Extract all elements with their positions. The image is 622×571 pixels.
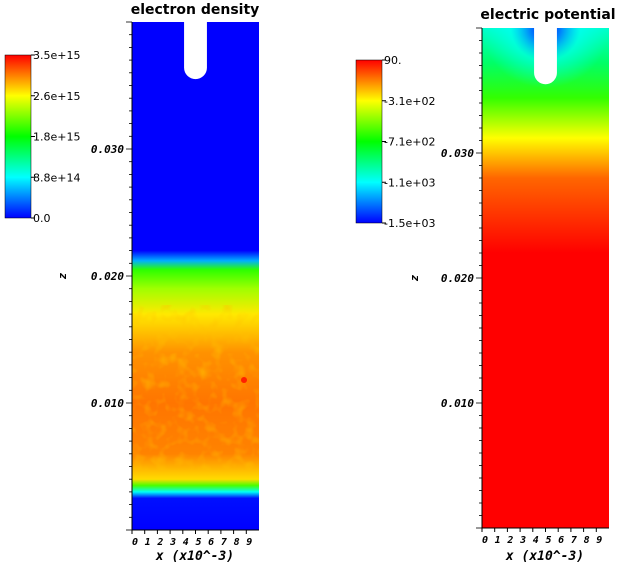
density-z-label: z xyxy=(56,272,69,279)
density-x-tick-label: 2 xyxy=(156,537,163,548)
potential-x-tick-label: 3 xyxy=(519,535,526,546)
density-colorbar-tick-label: 2.6e+15 xyxy=(33,90,80,103)
potential-x-label: x (x10^-3) xyxy=(505,549,584,564)
density-plot-area: 0 1 2 3 4 5 6 7 8 9 0.030 0.020 0.010 xyxy=(91,21,259,548)
potential-electrode xyxy=(534,28,557,85)
potential-z-tick-label: 0.030 xyxy=(441,147,474,160)
potential-x-tick-label: 5 xyxy=(545,535,551,546)
potential-x-tick-label: 4 xyxy=(533,535,539,546)
potential-colorbar-tick-label: -1.1e+03 xyxy=(384,176,435,189)
density-x-tick-label: 5 xyxy=(195,537,201,548)
density-x-tick-label: 1 xyxy=(145,537,151,548)
density-x-tick-label: 7 xyxy=(221,537,227,548)
potential-x-tick-label: 2 xyxy=(506,535,513,546)
density-electrode xyxy=(184,22,207,80)
density-colorbar-tick-label: 8.8e+14 xyxy=(33,171,80,184)
potential-z-tick-label: 0.020 xyxy=(441,272,474,285)
density-colorbar-bar xyxy=(4,54,32,219)
potential-x-tick-label: 0 xyxy=(482,535,488,546)
potential-x-tick-label: 6 xyxy=(558,535,564,546)
potential-panel: electric potential 90. -3.1e+02 -7.1e+02 -1… xyxy=(355,7,616,564)
potential-x-tick-label: 8 xyxy=(584,535,590,546)
density-x-label: x (x10^-3) xyxy=(155,549,234,564)
potential-plot-area: 0 1 2 3 4 5 6 7 8 9 0.030 0.020 0.010 xyxy=(441,27,609,546)
density-colorbar: 3.5e+15 2.6e+15 1.8e+15 8.8e+14 0.0 xyxy=(4,49,80,225)
potential-title: electric potential xyxy=(480,7,615,23)
density-colorbar-tick-label: 3.5e+15 xyxy=(33,49,80,62)
potential-colorbar: 90. -3.1e+02 -7.1e+02 -1.1e+03 -1.5e+03 xyxy=(355,54,435,230)
density-hotspot xyxy=(241,377,247,383)
density-noise-overlay xyxy=(132,305,259,470)
density-z-tick-label: 0.020 xyxy=(91,270,124,283)
density-panel: electron density 3.5e+15 2.6e+15 1.8e+15 8.… xyxy=(4,2,260,564)
potential-x-tick-label: 9 xyxy=(596,535,602,546)
potential-colorbar-bar xyxy=(355,59,383,224)
potential-colorbar-tick-label: -1.5e+03 xyxy=(384,217,435,230)
density-x-tick-label: 4 xyxy=(183,537,189,548)
density-z-tick-label: 0.010 xyxy=(91,397,124,410)
potential-z-label: z xyxy=(408,274,421,281)
density-colorbar-tick-label: 0.0 xyxy=(33,212,51,225)
potential-colorbar-tick-label: 90. xyxy=(384,54,402,67)
density-x-tick-label: 8 xyxy=(234,537,240,548)
density-x-tick-label: 0 xyxy=(132,537,138,548)
density-x-tick-label: 6 xyxy=(208,537,214,548)
density-x-tick-label: 3 xyxy=(169,537,176,548)
potential-colorbar-tick-label: -7.1e+02 xyxy=(384,136,435,149)
potential-x-tick-label: 7 xyxy=(571,535,577,546)
potential-x-tick-label: 1 xyxy=(495,535,501,546)
density-colorbar-tick-label: 1.8e+15 xyxy=(33,131,80,144)
density-title: electron density xyxy=(131,2,260,18)
potential-colorbar-tick-label: -3.1e+02 xyxy=(384,95,435,108)
potential-z-tick-label: 0.010 xyxy=(441,397,474,410)
density-z-tick-label: 0.030 xyxy=(91,143,124,156)
density-x-tick-label: 9 xyxy=(246,537,252,548)
